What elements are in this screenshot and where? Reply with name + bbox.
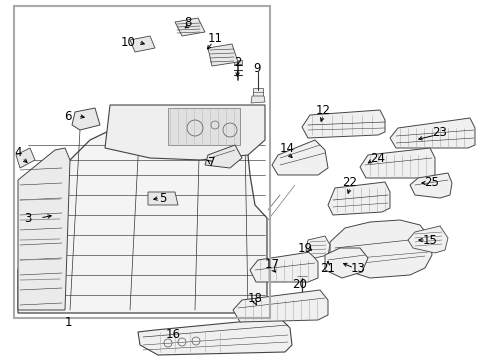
- Bar: [297, 272, 307, 279]
- Polygon shape: [306, 236, 330, 258]
- Text: 3: 3: [24, 211, 32, 225]
- Text: 17: 17: [265, 258, 279, 271]
- Polygon shape: [251, 96, 265, 103]
- Polygon shape: [360, 148, 435, 178]
- Text: 7: 7: [208, 156, 216, 168]
- Text: 25: 25: [424, 176, 440, 189]
- Polygon shape: [18, 148, 70, 310]
- Text: 9: 9: [253, 62, 261, 75]
- Bar: [14, 6, 270, 318]
- Bar: [253, 88, 263, 96]
- Text: 13: 13: [350, 261, 366, 274]
- Text: 12: 12: [316, 104, 330, 117]
- Text: 20: 20: [293, 279, 307, 292]
- Text: 10: 10: [121, 36, 135, 49]
- Polygon shape: [168, 108, 240, 145]
- Polygon shape: [410, 173, 452, 198]
- Text: 1: 1: [64, 315, 72, 328]
- Polygon shape: [72, 108, 100, 130]
- Text: 11: 11: [207, 31, 222, 45]
- Text: 24: 24: [370, 152, 386, 165]
- Text: 4: 4: [14, 147, 22, 159]
- Text: 22: 22: [343, 176, 358, 189]
- Polygon shape: [16, 148, 35, 168]
- Polygon shape: [328, 182, 390, 215]
- Polygon shape: [325, 248, 368, 278]
- Text: 16: 16: [166, 328, 180, 342]
- Text: 18: 18: [247, 292, 263, 305]
- Polygon shape: [250, 252, 318, 282]
- Polygon shape: [390, 118, 475, 148]
- Polygon shape: [205, 145, 242, 168]
- Text: 2: 2: [234, 55, 242, 68]
- Polygon shape: [18, 118, 267, 313]
- Text: 8: 8: [184, 15, 192, 28]
- Ellipse shape: [185, 250, 215, 270]
- Polygon shape: [302, 110, 385, 138]
- Ellipse shape: [132, 228, 168, 252]
- Text: 14: 14: [279, 141, 294, 154]
- Text: 19: 19: [297, 242, 313, 255]
- Polygon shape: [330, 220, 432, 278]
- Polygon shape: [208, 44, 238, 66]
- Polygon shape: [148, 192, 178, 205]
- Polygon shape: [105, 105, 265, 160]
- Text: 6: 6: [64, 109, 72, 122]
- Text: 15: 15: [422, 234, 438, 247]
- Text: 21: 21: [320, 261, 336, 274]
- Polygon shape: [175, 18, 205, 36]
- Polygon shape: [233, 290, 328, 322]
- Polygon shape: [130, 36, 155, 52]
- Text: 23: 23: [433, 126, 447, 139]
- Polygon shape: [272, 140, 328, 175]
- Bar: [234, 60, 242, 64]
- Polygon shape: [408, 226, 448, 253]
- Text: 5: 5: [159, 192, 167, 204]
- Polygon shape: [138, 318, 292, 355]
